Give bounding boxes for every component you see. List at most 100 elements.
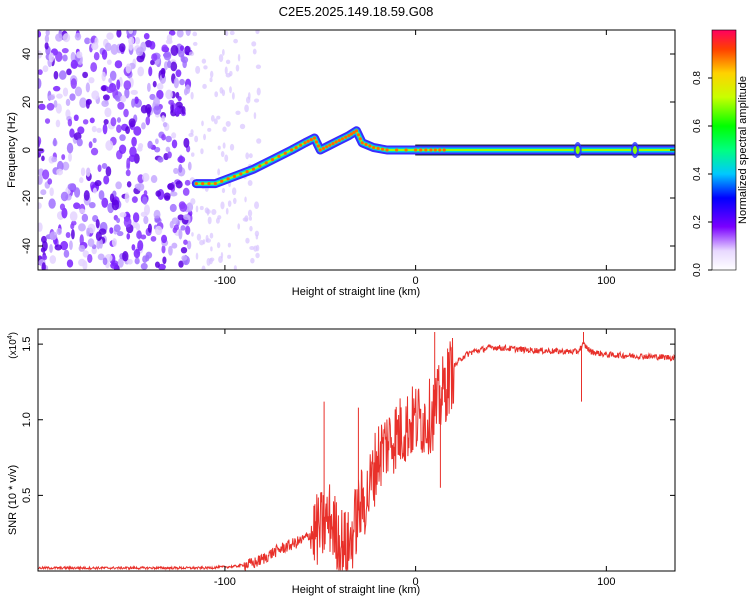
noise-dot — [138, 142, 144, 149]
noise-dot — [237, 223, 241, 230]
trace-dot — [438, 148, 442, 152]
noise-dot — [231, 187, 237, 196]
noise-dot — [173, 224, 179, 231]
noise-dot — [156, 82, 164, 90]
noise-dot — [76, 138, 83, 147]
noise-dot — [141, 122, 146, 130]
trace-dot — [344, 135, 348, 139]
noise-dot — [179, 202, 188, 212]
noise-dot — [222, 126, 227, 132]
noise-dot — [140, 262, 148, 270]
trace-dot — [226, 177, 230, 181]
spectrogram-xlabel: Height of straight line (km) — [292, 286, 420, 298]
noise-dot — [38, 152, 42, 158]
noise-dot — [244, 104, 249, 113]
snr-line — [38, 332, 675, 571]
noise-dot — [196, 233, 202, 241]
noise-dot — [225, 207, 229, 215]
noise-dot — [201, 58, 207, 64]
noise-dot — [90, 62, 98, 73]
trace-dot — [258, 164, 262, 168]
noise-dot — [154, 217, 162, 224]
noise-dot — [62, 33, 71, 43]
noise-dot — [153, 96, 160, 107]
noise-dot — [126, 181, 132, 188]
noise-dot — [96, 239, 101, 250]
noise-dot — [41, 254, 48, 261]
noise-dot — [111, 199, 120, 211]
noise-dot — [61, 154, 66, 161]
noise-dot — [82, 260, 88, 270]
noise-dot — [48, 52, 55, 63]
noise-dot — [120, 95, 127, 103]
colorbar-label: Normalized spectral amplitude — [737, 76, 749, 224]
noise-dot — [201, 265, 206, 270]
noise-dot — [111, 238, 118, 247]
noise-dot — [38, 78, 42, 89]
noise-dot — [73, 132, 82, 141]
noise-dot — [165, 89, 173, 100]
noise-dot — [55, 119, 61, 128]
noise-dot — [150, 175, 158, 184]
noise-dot — [162, 121, 168, 128]
noise-dot — [188, 51, 195, 57]
noise-dot — [161, 115, 166, 123]
trace-dot — [294, 146, 298, 150]
noise-dot — [153, 105, 162, 115]
noise-dot — [177, 155, 186, 164]
noise-dot — [161, 245, 166, 254]
noise-dot — [156, 89, 164, 100]
noise-dot — [176, 30, 184, 38]
noise-dot — [61, 47, 69, 54]
trace-dot — [358, 137, 362, 141]
noise-dot — [115, 181, 122, 190]
noise-dot — [140, 234, 147, 240]
noise-dot — [90, 147, 99, 156]
trace-dot — [316, 144, 320, 148]
noise-dot — [61, 207, 68, 219]
noise-dot — [106, 86, 114, 94]
trace-dot — [239, 172, 243, 176]
noise-dot — [254, 201, 260, 210]
noise-dot — [131, 136, 137, 147]
y-tick-label: 40 — [21, 48, 33, 60]
noise-dot — [253, 112, 257, 120]
noise-dot — [221, 89, 226, 97]
noise-dot — [128, 30, 134, 34]
noise-dot — [131, 244, 136, 251]
scale-suffix: ) — [8, 332, 19, 335]
noise-dot — [165, 135, 172, 143]
noise-dot — [251, 41, 257, 47]
y-tick-label: 1.5 — [21, 336, 33, 351]
noise-dot — [229, 86, 232, 94]
noise-dot — [66, 259, 74, 268]
noise-dot — [118, 144, 127, 155]
noise-dot — [85, 167, 91, 177]
noise-dot — [49, 255, 57, 264]
noise-dot — [82, 119, 89, 125]
x-tick-label: 100 — [597, 275, 615, 287]
noise-dot — [48, 198, 56, 209]
noise-dot — [104, 107, 112, 118]
colorbar: 0.0 0.2 0.4 0.6 0.8 Normalized spectral ampl… — [692, 29, 749, 277]
spectrogram-ticks: -100 0 100 -40 -20 0 20 40 — [21, 30, 675, 287]
noise-dot — [181, 255, 188, 261]
noise-dot — [131, 30, 137, 37]
snr-panel: -100 0 100 0.5 1.0 1.5 Height of straight lin… — [7, 328, 676, 596]
noise-dot — [175, 180, 183, 189]
noise-dot — [47, 94, 55, 101]
noise-dot — [225, 120, 231, 127]
noise-dot — [128, 118, 136, 128]
svg-text:(x104): (x104) — [7, 332, 19, 359]
noise-dot — [175, 69, 182, 78]
noise-dot — [137, 66, 145, 77]
noise-dot — [247, 92, 251, 100]
noise-dot — [220, 251, 224, 259]
noise-dot — [92, 187, 97, 194]
noise-dot — [224, 154, 229, 163]
noise-dot — [38, 222, 43, 232]
noise-dot — [225, 73, 231, 78]
trace-dot — [314, 140, 319, 144]
noise-dot — [249, 245, 255, 251]
trace-dot — [220, 179, 224, 183]
